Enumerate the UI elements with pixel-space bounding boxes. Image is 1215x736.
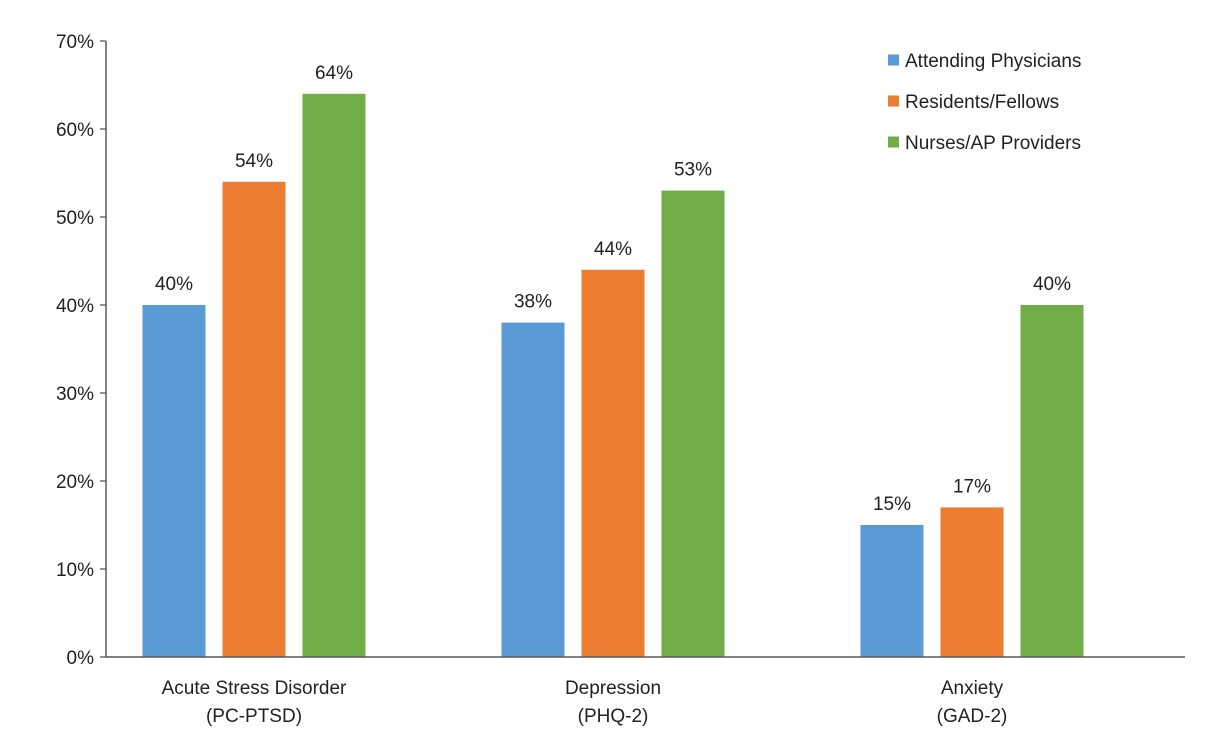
bar-residents-fellows bbox=[222, 181, 286, 658]
data-label: 64% bbox=[315, 63, 353, 84]
bar-nurses-ap-providers bbox=[661, 190, 725, 657]
x-category-label: Anxiety bbox=[941, 678, 1004, 699]
data-label: 17% bbox=[953, 476, 991, 497]
bar-attending-physicians bbox=[860, 525, 924, 657]
legend-label: Residents/Fellows bbox=[905, 92, 1059, 113]
data-label: 54% bbox=[235, 151, 273, 172]
bar-nurses-ap-providers bbox=[302, 93, 366, 658]
y-tick-label: 0% bbox=[67, 648, 95, 669]
data-label: 15% bbox=[873, 494, 911, 515]
y-tick-label: 30% bbox=[56, 384, 94, 405]
legend-swatch bbox=[888, 54, 899, 66]
bar-residents-fellows bbox=[940, 507, 1004, 657]
y-tick-label: 70% bbox=[56, 32, 94, 53]
data-label: 40% bbox=[1033, 274, 1071, 295]
legend-swatch bbox=[888, 95, 899, 107]
y-tick-label: 20% bbox=[56, 472, 94, 493]
bar-residents-fellows bbox=[581, 269, 645, 657]
bar-attending-physicians bbox=[501, 322, 565, 657]
legend-label: Attending Physicians bbox=[905, 51, 1081, 72]
x-category-label: (PC-PTSD) bbox=[206, 706, 302, 727]
bar-attending-physicians bbox=[142, 305, 206, 657]
x-category-label: Acute Stress Disorder bbox=[162, 678, 347, 699]
y-tick-label: 50% bbox=[56, 208, 94, 229]
data-label: 40% bbox=[155, 274, 193, 295]
data-label: 53% bbox=[674, 160, 712, 181]
legend-swatch bbox=[888, 136, 899, 148]
y-tick-label: 10% bbox=[56, 560, 94, 581]
x-category-label: Depression bbox=[565, 678, 661, 699]
data-label: 44% bbox=[594, 239, 632, 260]
x-category-label: (PHQ-2) bbox=[578, 706, 649, 727]
x-category-label: (GAD-2) bbox=[937, 706, 1008, 727]
legend-label: Nurses/AP Providers bbox=[905, 133, 1081, 154]
data-label: 38% bbox=[514, 292, 552, 313]
bar-nurses-ap-providers bbox=[1020, 305, 1084, 657]
y-tick-label: 40% bbox=[56, 296, 94, 317]
y-tick-label: 60% bbox=[56, 120, 94, 141]
